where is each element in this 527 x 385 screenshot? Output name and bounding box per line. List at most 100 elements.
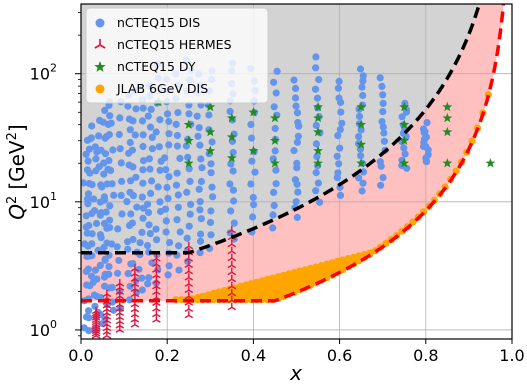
legend: nCTEQ15 DIS nCTEQ15 HERMES nCTEQ15 DY JL… [85, 7, 269, 104]
jlab-point [301, 266, 309, 274]
dis-point [155, 143, 163, 151]
dis-point [377, 181, 385, 189]
hermes-point-arm [95, 319, 101, 324]
dis-point [162, 228, 170, 236]
dis-point [272, 180, 280, 188]
dis-point [196, 249, 204, 257]
hermes-point [184, 254, 194, 262]
hermes-point-arm [134, 293, 140, 298]
hermes-point-arm [106, 335, 112, 339]
dis-point [175, 266, 183, 274]
dis-point [175, 242, 183, 250]
dis-point [206, 218, 215, 227]
hermes-point-arm [91, 317, 97, 321]
dis-point [124, 102, 132, 110]
hermes-point-arm [130, 273, 136, 277]
jlab-point [296, 267, 304, 275]
dis-point [247, 134, 256, 142]
hermes-point-arm [115, 304, 121, 308]
hermes-point-arm [106, 316, 112, 320]
hermes-point [130, 284, 140, 293]
hermes-point-arm [115, 295, 121, 300]
hermes-point-arm [152, 258, 157, 262]
dis-point [124, 238, 132, 246]
jlab-point [177, 296, 185, 304]
jlab-point [215, 288, 223, 296]
hermes-point [152, 254, 161, 262]
hermes-point-arm [134, 324, 140, 328]
dis-point [156, 116, 164, 124]
legend-label-dy: nCTEQ15 DY [117, 59, 196, 74]
hermes-point-arm [184, 245, 190, 250]
plot-area [81, 4, 512, 339]
hermes-point [152, 282, 161, 290]
hermes-point-arm [119, 316, 125, 321]
dis-point [109, 146, 117, 154]
dis-point [115, 130, 123, 139]
dis-point [108, 240, 116, 248]
legend-label-jlab: JLAB 6GeV DIS [116, 81, 208, 96]
dis-point [145, 155, 153, 163]
hermes-point-arm [156, 313, 161, 318]
dis-point [336, 144, 344, 152]
dis-point [293, 213, 301, 222]
dis-point [379, 108, 387, 116]
hermes-point-arm [227, 243, 233, 248]
dis-point [196, 141, 204, 149]
dis-point [117, 159, 125, 167]
dis-point [96, 261, 104, 269]
hermes-point [130, 310, 140, 318]
dis-point [378, 82, 386, 90]
dis-point [91, 207, 99, 215]
dis-point [118, 177, 126, 185]
y-tick-label: 101 [30, 190, 57, 212]
hermes-point-arm [130, 283, 136, 288]
dis-point [139, 179, 147, 187]
dis-point [81, 179, 87, 187]
dis-point [95, 132, 103, 140]
hermes-point-arm [231, 264, 237, 269]
dis-point [100, 193, 108, 201]
dis-point [400, 144, 408, 152]
hermes-point-arm [227, 299, 233, 304]
dis-point [106, 224, 114, 232]
dis-point [164, 194, 172, 202]
jlab-point [409, 218, 417, 226]
dis-point [290, 147, 298, 155]
hermes-point-arm [130, 303, 136, 308]
dis-point [114, 269, 122, 277]
hermes-point-arm [119, 312, 125, 317]
dis-point [359, 179, 367, 187]
dis-point [380, 129, 388, 137]
hermes-point-arm [156, 319, 161, 323]
hermes-point [227, 260, 237, 269]
dis-point [401, 150, 409, 158]
hermes-point-arm [106, 327, 112, 332]
dis-point [312, 140, 320, 148]
dis-point [165, 130, 173, 138]
dis-point [166, 239, 174, 247]
hermes-point-arm [231, 292, 237, 297]
hermes-point-arm [115, 316, 121, 321]
hermes-point-arm [115, 320, 121, 325]
hermes-point-arm [184, 283, 190, 287]
hermes-point-arm [152, 308, 157, 312]
x-tick-label: 0.8 [413, 346, 438, 365]
dis-point [124, 270, 132, 278]
hermes-point-arm [184, 308, 190, 313]
dis-point [227, 207, 235, 215]
jlab-point [344, 255, 352, 263]
dis-point [144, 200, 152, 208]
dis-point [270, 78, 278, 86]
hermes-point-arm [152, 285, 157, 290]
hermes-point-arm [130, 308, 136, 313]
hermes-point-arm [156, 269, 161, 273]
dis-point [82, 212, 90, 220]
hermes-point-arm [188, 314, 194, 319]
dis-point [85, 145, 93, 153]
hermes-point-arm [156, 274, 161, 279]
dis-point [148, 145, 156, 153]
dis-point [424, 151, 432, 159]
hermes-point-arm [130, 293, 136, 298]
